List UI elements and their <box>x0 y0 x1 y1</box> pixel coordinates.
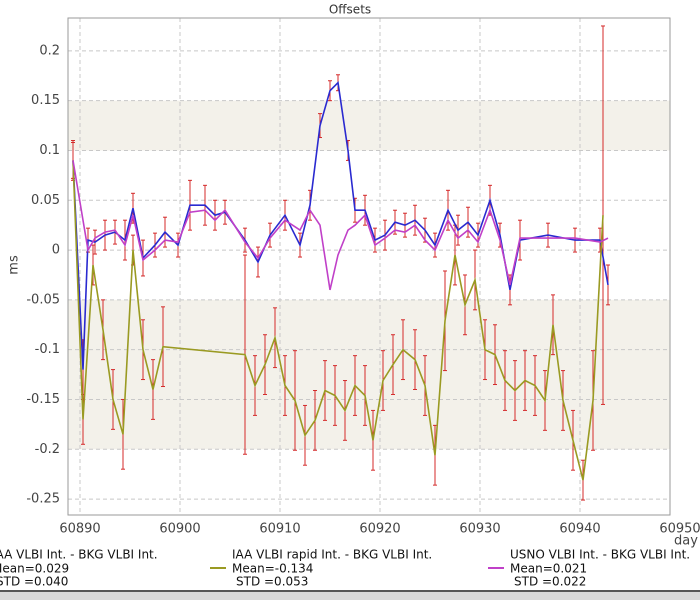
x-tick-label: 60920 <box>359 522 400 537</box>
y-tick-label: -0.25 <box>26 492 60 507</box>
x-tick-label: 60940 <box>559 522 600 537</box>
y-tick-label: -0.05 <box>26 292 60 307</box>
band <box>68 100 670 151</box>
legend: IAA VLBI Int. - BKG VLBI Int.Mean=0.029S… <box>0 548 690 589</box>
legend-std: STD =0.040 <box>0 575 68 589</box>
legend-mean: Mean=0.021 <box>510 562 587 576</box>
legend-mean: Mean=0.029 <box>0 562 69 576</box>
y-tick-label: -0.1 <box>35 342 60 357</box>
legend-label: IAA VLBI Int. - BKG VLBI Int. <box>0 548 158 562</box>
x-tick-label: 60890 <box>59 522 100 537</box>
x-tick-label: 60930 <box>459 522 500 537</box>
grid <box>68 18 670 515</box>
legend-label: IAA VLBI rapid Int. - BKG VLBI Int. <box>232 548 432 562</box>
y-tick-label: 0.15 <box>31 93 60 108</box>
y-tick-label: 0 <box>52 243 60 258</box>
plot-area <box>71 25 610 501</box>
y-tick-label: -0.2 <box>35 442 60 457</box>
legend-mean: Mean=-0.134 <box>232 562 313 576</box>
series-line <box>72 160 609 291</box>
y-tick-label: 0.05 <box>31 193 60 208</box>
window-edge <box>0 591 700 600</box>
legend-label: USNO VLBI Int. - BKG VLBI Int. <box>510 548 690 562</box>
error-bar <box>606 264 610 306</box>
y-tick-label: 0.1 <box>39 143 60 158</box>
legend-std: STD =0.022 <box>514 575 586 589</box>
x-tick-label: 60910 <box>259 522 300 537</box>
series-line <box>72 160 604 481</box>
legend-std: STD =0.053 <box>236 575 308 589</box>
x-axis-label: day <box>674 534 698 549</box>
x-tick-label: 60950 <box>659 522 700 537</box>
chart-title: Offsets <box>329 3 371 17</box>
y-tick-label: -0.15 <box>26 392 60 407</box>
y-tick-label: 0.2 <box>39 43 60 58</box>
plot-frame <box>67 17 671 516</box>
x-tick-label: 60900 <box>159 522 200 537</box>
y-axis-label: ms <box>7 255 22 275</box>
